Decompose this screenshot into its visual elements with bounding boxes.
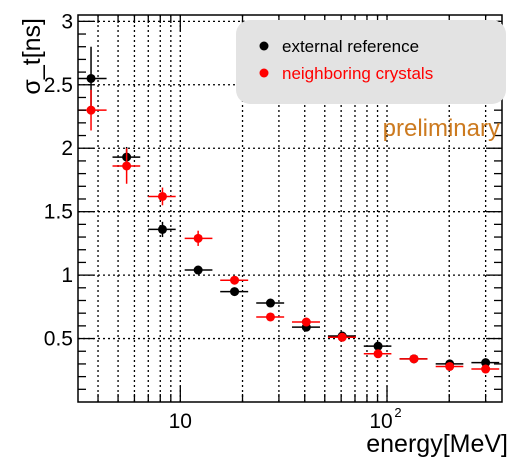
x-tick-label: 10 xyxy=(369,410,392,433)
x-tick-label-exponent: 2 xyxy=(394,405,401,420)
x-axis-title: energy[MeV] xyxy=(366,430,508,458)
data-point xyxy=(122,161,132,171)
data-point xyxy=(373,341,383,351)
y-tick-label: 0.5 xyxy=(44,328,73,351)
data-marks xyxy=(78,46,500,374)
legend: external reference neighboring crystals xyxy=(236,20,506,104)
data-point xyxy=(481,358,491,368)
data-point xyxy=(265,312,275,322)
plot-frame xyxy=(77,14,503,403)
data-point xyxy=(230,287,240,297)
y-tick-label: 1.5 xyxy=(44,201,73,224)
y-axis-title: σ_t[ns] xyxy=(18,18,46,95)
x-tick-label: 10 xyxy=(169,410,192,433)
y-tick-label: 2 xyxy=(61,137,73,160)
data-point xyxy=(157,224,167,234)
data-point xyxy=(86,73,96,83)
y-tick-label: 3 xyxy=(61,10,73,33)
preliminary-annotation: preliminary xyxy=(383,115,500,142)
data-point xyxy=(373,349,383,359)
data-point xyxy=(265,298,275,308)
data-point xyxy=(193,265,203,275)
data-point xyxy=(409,354,419,364)
data-point xyxy=(337,332,347,342)
y-tick-label: 2.5 xyxy=(44,74,73,97)
legend-marker-neighboring-crystals xyxy=(259,68,269,78)
y-tick-label: 1 xyxy=(61,264,73,287)
data-point xyxy=(230,275,240,285)
data-point xyxy=(301,317,311,327)
data-point xyxy=(481,364,491,374)
legend-box xyxy=(236,20,506,104)
series-1 xyxy=(78,89,500,374)
legend-label-neighboring-crystals: neighboring crystals xyxy=(282,64,433,83)
data-point xyxy=(193,233,203,243)
data-point xyxy=(445,361,455,371)
legend-label-external-reference: external reference xyxy=(282,37,419,56)
legend-marker-external-reference xyxy=(259,41,269,51)
data-point xyxy=(86,105,96,115)
data-point xyxy=(157,191,167,201)
